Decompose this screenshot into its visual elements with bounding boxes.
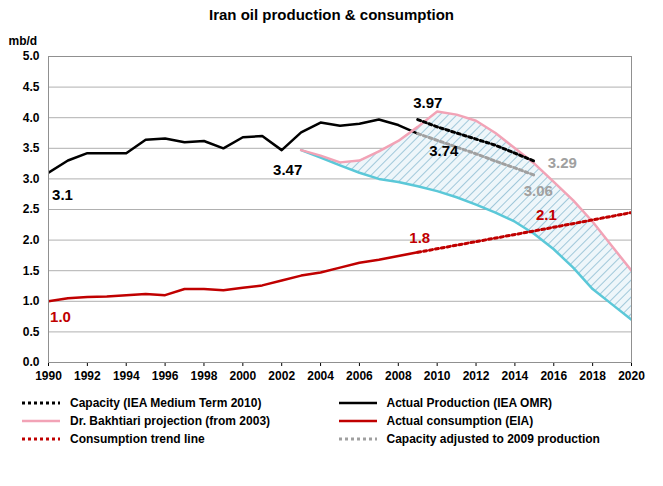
svg-text:1.5: 1.5: [23, 264, 40, 278]
html-text:Capacity (IEA Medium Term 2010: Capacity (IEA Medium Term 2010): [70, 396, 262, 410]
svg-text:2004: 2004: [307, 369, 334, 383]
svg-text:3.06: 3.06: [524, 182, 553, 199]
svg-text:5.0: 5.0: [23, 49, 40, 63]
svg-text:1994: 1994: [113, 369, 140, 383]
svg-text:2016: 2016: [540, 369, 567, 383]
html-text:Capacity adjusted to 2009 prod: Capacity adjusted to 2009 production: [386, 432, 600, 446]
svg-text:2012: 2012: [463, 369, 490, 383]
svg-text:3.29: 3.29: [548, 154, 577, 171]
svg-text:0.5: 0.5: [23, 325, 40, 339]
svg-text:2006: 2006: [346, 369, 373, 383]
svg-text:1992: 1992: [74, 369, 101, 383]
svg-text:3.74: 3.74: [429, 142, 459, 159]
html-text:Dr. Bakhtiari projection (from: Dr. Bakhtiari projection (from 2003): [70, 414, 271, 428]
svg-text:2008: 2008: [385, 369, 412, 383]
svg-text:1998: 1998: [191, 369, 218, 383]
svg-text:2020: 2020: [618, 369, 645, 383]
svg-text:3.47: 3.47: [273, 161, 302, 178]
svg-text:3.0: 3.0: [23, 172, 40, 186]
svg-text:2000: 2000: [229, 369, 256, 383]
svg-text:2.1: 2.1: [536, 206, 557, 223]
svg-text:0.0: 0.0: [23, 355, 40, 369]
svg-text:2002: 2002: [268, 369, 295, 383]
svg-text:1.0: 1.0: [50, 308, 71, 325]
html-text:Actual Production (IEA OMR): Actual Production (IEA OMR): [386, 396, 553, 410]
svg-text:2.0: 2.0: [23, 233, 40, 247]
svg-text:1.8: 1.8: [409, 229, 430, 246]
svg-text:1990: 1990: [35, 369, 62, 383]
svg-text:2014: 2014: [502, 369, 529, 383]
svg-text:2018: 2018: [579, 369, 606, 383]
svg-text:2010: 2010: [424, 369, 451, 383]
svg-text:3.1: 3.1: [52, 186, 73, 203]
svg-text:2.5: 2.5: [23, 202, 40, 216]
html-text:Iran oil production & consumpt: Iran oil production & consumption: [209, 6, 454, 23]
svg-text:mb/d: mb/d: [9, 34, 38, 48]
html-text:Actual consumption (EIA): Actual consumption (EIA): [386, 414, 534, 428]
svg-text:3.97: 3.97: [413, 94, 442, 111]
svg-text:4.5: 4.5: [23, 80, 40, 94]
html-text:Consumption trend line: Consumption trend line: [70, 432, 205, 446]
svg-text:3.5: 3.5: [23, 141, 40, 155]
svg-text:1996: 1996: [152, 369, 179, 383]
svg-text:1.0: 1.0: [23, 294, 40, 308]
svg-text:4.0: 4.0: [23, 111, 40, 125]
